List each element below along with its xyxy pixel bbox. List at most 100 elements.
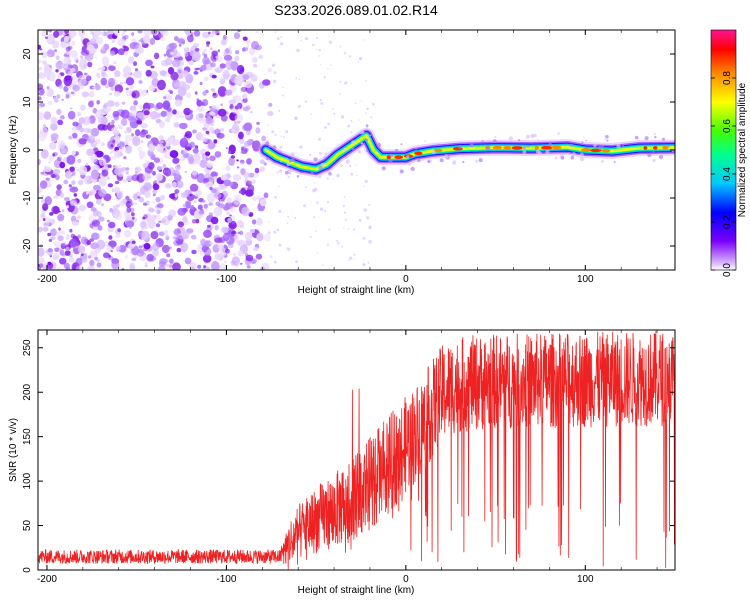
noise-blob bbox=[230, 155, 236, 159]
noise-blob bbox=[160, 37, 166, 41]
noise-blob bbox=[210, 188, 217, 194]
noise-blob bbox=[71, 180, 76, 186]
noise-speck bbox=[363, 39, 366, 41]
noise-blob bbox=[210, 62, 216, 68]
ridge-speck bbox=[328, 171, 332, 176]
noise-blob bbox=[213, 176, 217, 179]
noise-blob bbox=[71, 40, 76, 46]
noise-blob bbox=[47, 248, 53, 253]
noise-blob bbox=[57, 266, 62, 270]
noise-blob bbox=[70, 215, 77, 223]
noise-blob bbox=[219, 263, 226, 270]
noise-blob bbox=[67, 70, 73, 77]
noise-blob bbox=[102, 104, 107, 109]
noise-blob bbox=[182, 203, 187, 208]
signal-ridge bbox=[257, 124, 675, 179]
noise-blob bbox=[68, 256, 75, 263]
noise-speck bbox=[327, 68, 329, 70]
noise-blob bbox=[59, 249, 65, 256]
noise-blob bbox=[78, 58, 88, 70]
noise-blob bbox=[252, 196, 258, 202]
noise-blob bbox=[165, 259, 169, 263]
noise-blob bbox=[113, 135, 121, 145]
noise-blob bbox=[137, 196, 141, 199]
noise-blob bbox=[106, 100, 115, 107]
noise-blob bbox=[184, 51, 189, 57]
noise-blob bbox=[228, 150, 232, 154]
noise-blob bbox=[46, 86, 50, 90]
ridge-speck bbox=[530, 133, 535, 139]
ridge-speck bbox=[290, 157, 295, 162]
ridge-speck bbox=[557, 132, 560, 135]
ridge-speck bbox=[364, 138, 369, 143]
noise-blob bbox=[250, 179, 256, 184]
ridge-speck bbox=[554, 156, 558, 160]
noise-speck bbox=[287, 175, 290, 178]
noise-blob bbox=[107, 164, 112, 169]
y-tick-label: 200 bbox=[22, 383, 33, 400]
ridge-speck bbox=[579, 156, 585, 162]
noise-blob bbox=[88, 214, 95, 222]
ridge-speck bbox=[439, 158, 444, 163]
noise-blob bbox=[104, 108, 107, 111]
noise-blob bbox=[77, 75, 87, 86]
noise-blob bbox=[58, 140, 66, 149]
noise-blob bbox=[98, 216, 105, 222]
noise-speck bbox=[340, 164, 343, 167]
noise-blob bbox=[61, 98, 64, 101]
noise-blob bbox=[192, 152, 201, 163]
noise-blob bbox=[226, 197, 232, 204]
ridge-speck bbox=[410, 166, 415, 171]
noise-blob bbox=[106, 176, 110, 181]
noise-blob bbox=[58, 210, 61, 213]
noise-blob bbox=[86, 135, 96, 144]
noise-blob bbox=[231, 128, 236, 133]
noise-blob bbox=[190, 45, 196, 52]
noise-blob bbox=[87, 265, 95, 270]
noise-blob bbox=[73, 193, 78, 197]
noise-blob bbox=[114, 101, 120, 107]
noise-speck bbox=[354, 258, 356, 260]
noise-blob bbox=[169, 258, 174, 264]
noise-blob bbox=[152, 201, 155, 204]
noise-speck bbox=[315, 37, 318, 39]
noise-blob bbox=[70, 67, 76, 73]
noise-blob bbox=[108, 235, 113, 240]
noise-blob bbox=[38, 247, 45, 257]
noise-speck bbox=[341, 245, 344, 248]
noise-blob bbox=[87, 128, 93, 133]
noise-speck bbox=[368, 204, 371, 207]
ridge-speck bbox=[296, 175, 300, 178]
noise-blob bbox=[129, 262, 135, 269]
noise-speck bbox=[337, 242, 340, 245]
noise-blob bbox=[164, 183, 172, 189]
noise-blob bbox=[189, 141, 196, 148]
noise-speck bbox=[328, 267, 330, 269]
ridge-speck bbox=[535, 149, 541, 154]
noise-speck bbox=[347, 228, 349, 230]
noise-blob bbox=[134, 167, 138, 171]
noise-blob bbox=[190, 234, 197, 240]
noise-blob bbox=[111, 127, 118, 135]
noise-blob bbox=[120, 118, 128, 126]
noise-blob bbox=[50, 133, 59, 141]
noise-blob bbox=[158, 140, 164, 144]
noise-speck bbox=[358, 218, 362, 222]
noise-blob bbox=[209, 241, 214, 245]
noise-blob bbox=[185, 30, 192, 36]
noise-blob bbox=[206, 162, 213, 168]
noise-blob bbox=[152, 183, 160, 191]
ridge-speck bbox=[367, 135, 369, 138]
noise-speck bbox=[271, 130, 275, 134]
noise-speck bbox=[313, 216, 315, 219]
noise-blob bbox=[262, 79, 271, 86]
noise-blob bbox=[103, 252, 110, 259]
ridge-speck bbox=[616, 144, 621, 149]
noise-blob bbox=[124, 130, 127, 134]
noise-blob bbox=[68, 184, 72, 188]
noise-blob bbox=[39, 112, 42, 115]
noise-speck bbox=[358, 56, 363, 61]
noise-blob bbox=[69, 106, 73, 110]
noise-speck bbox=[268, 221, 270, 223]
noise-blob bbox=[244, 231, 253, 242]
